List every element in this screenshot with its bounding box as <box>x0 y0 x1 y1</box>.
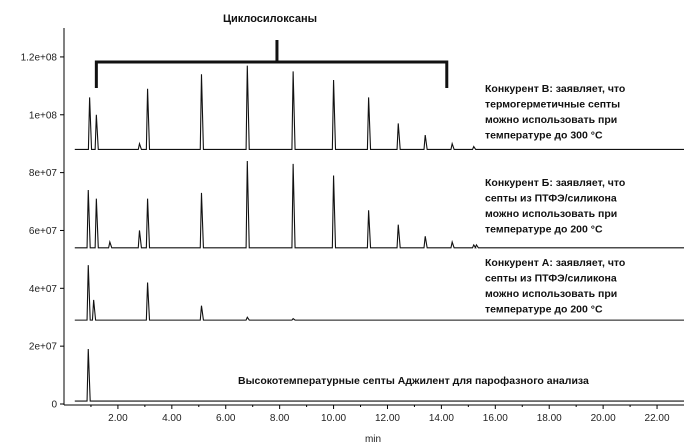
trace-annotation-1: Конкурент Б: заявляет, что септы из ПТФЭ/… <box>485 177 625 236</box>
x-tick-label-1: 4.00 <box>162 413 182 424</box>
trace-annotation-3: Высокотемпературные септы Аджилент для п… <box>238 375 589 387</box>
x-tick-label-0: 2.00 <box>108 413 128 424</box>
trace-annotation-1-line-3: температуре до 200 °С <box>485 224 603 236</box>
trace-annotation-2: Конкурент А: заявляет, что септы из ПТФЭ/… <box>485 257 625 316</box>
y-tick-label-3: 6e+07 <box>29 226 58 237</box>
x-tick-label-3: 8.00 <box>270 413 290 424</box>
y-tick-label-0: 0 <box>51 400 57 411</box>
x-tick-label-10: 22.00 <box>645 413 670 424</box>
x-tick-label-5: 12.00 <box>375 413 400 424</box>
trace-annotation-1-line-1: септы из ПТФЭ/силикона <box>485 193 617 205</box>
trace-annotation-0-line-1: термогерметичные септы <box>485 99 620 111</box>
y-tick-label-2: 4e+07 <box>29 284 58 295</box>
trace-annotation-1-line-0: Конкурент Б: заявляет, что <box>485 177 625 189</box>
x-tick-label-4: 10.00 <box>321 413 346 424</box>
trace-annotation-2-line-1: септы из ПТФЭ/силикона <box>485 273 617 285</box>
x-tick-label-9: 20.00 <box>591 413 616 424</box>
trace-line-1 <box>74 161 685 249</box>
trace-line-3 <box>74 349 685 402</box>
trace-line-0 <box>74 65 685 151</box>
trace-annotation-2-line-0: Конкурент А: заявляет, что <box>485 257 625 269</box>
trace-annotation-2-line-2: можно использовать при <box>485 288 617 300</box>
x-tick-label-7: 16.00 <box>483 413 508 424</box>
trace-annotation-0-line-3: температуре до 300 °С <box>485 130 603 142</box>
x-tick-label-6: 14.00 <box>429 413 454 424</box>
y-tick-label-1: 2e+07 <box>29 342 58 353</box>
trace-annotation-0: Конкурент В: заявляет, что термогерметичн… <box>485 83 625 142</box>
y-tick-label-4: 8e+07 <box>29 168 58 179</box>
trace-line-2 <box>74 265 685 321</box>
trace-annotation-0-line-0: Конкурент В: заявляет, что <box>485 83 625 95</box>
x-tick-label-2: 6.00 <box>216 413 236 424</box>
x-tick-label-8: 18.00 <box>537 413 562 424</box>
trace-annotation-3-line-0: Высокотемпературные септы Аджилент для п… <box>238 375 589 387</box>
trace-annotation-0-line-2: можно использовать при <box>485 114 617 126</box>
siloxane-bracket <box>94 60 449 88</box>
trace-annotation-2-line-3: температуре до 200 °С <box>485 304 603 316</box>
y-tick-label-6: 1.2e+08 <box>21 52 58 63</box>
x-axis-label: min <box>365 434 381 445</box>
y-tick-label-5: 1e+08 <box>29 110 58 121</box>
chart-title: Циклосилоксаны <box>223 13 317 25</box>
trace-annotation-1-line-2: можно использовать при <box>485 208 617 220</box>
